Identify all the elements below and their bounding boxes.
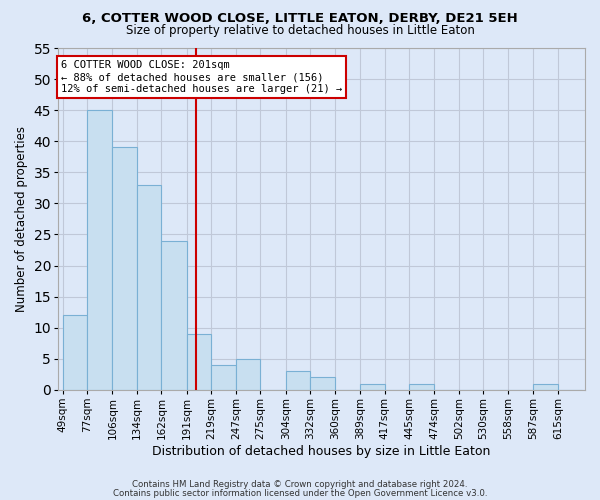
Bar <box>409 384 434 390</box>
Bar <box>161 240 187 390</box>
Text: Contains public sector information licensed under the Open Government Licence v3: Contains public sector information licen… <box>113 488 487 498</box>
X-axis label: Distribution of detached houses by size in Little Eaton: Distribution of detached houses by size … <box>152 444 491 458</box>
Bar <box>112 148 137 390</box>
Bar <box>310 378 335 390</box>
Bar <box>137 185 161 390</box>
Bar <box>62 316 87 390</box>
Text: Contains HM Land Registry data © Crown copyright and database right 2024.: Contains HM Land Registry data © Crown c… <box>132 480 468 489</box>
Bar <box>360 384 385 390</box>
Bar <box>87 110 112 390</box>
Text: 6, COTTER WOOD CLOSE, LITTLE EATON, DERBY, DE21 5EH: 6, COTTER WOOD CLOSE, LITTLE EATON, DERB… <box>82 12 518 26</box>
Text: Size of property relative to detached houses in Little Eaton: Size of property relative to detached ho… <box>125 24 475 37</box>
Bar <box>286 371 310 390</box>
Bar <box>211 365 236 390</box>
Y-axis label: Number of detached properties: Number of detached properties <box>15 126 28 312</box>
Bar <box>236 359 260 390</box>
Bar <box>187 334 211 390</box>
Bar <box>533 384 558 390</box>
Text: 6 COTTER WOOD CLOSE: 201sqm
← 88% of detached houses are smaller (156)
12% of se: 6 COTTER WOOD CLOSE: 201sqm ← 88% of det… <box>61 60 342 94</box>
